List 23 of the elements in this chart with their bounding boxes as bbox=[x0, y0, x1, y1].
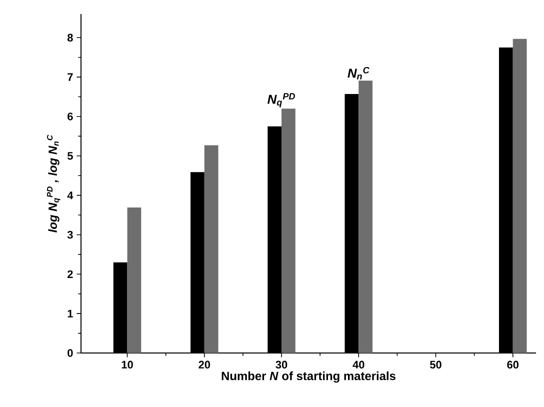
y-tick-label: 5 bbox=[67, 152, 73, 160]
bar bbox=[127, 208, 142, 353]
y-tick-label: 2 bbox=[68, 270, 73, 278]
x-tick-label: 50 bbox=[430, 360, 442, 369]
x-tick-label: 10 bbox=[122, 360, 133, 369]
bar bbox=[358, 80, 373, 353]
y-tick-label: 7 bbox=[68, 73, 73, 81]
bar bbox=[282, 108, 296, 353]
bar bbox=[204, 145, 218, 353]
y-tick-label: 4 bbox=[67, 192, 74, 200]
annotation: N$_{q}$PD bbox=[268, 93, 295, 108]
x-tick-label: 60 bbox=[507, 360, 519, 369]
x-tick-label: 30 bbox=[276, 360, 288, 369]
y-tick-label: 8 bbox=[67, 34, 73, 42]
annotation: N$_{n}$C bbox=[348, 66, 370, 80]
y-tick-label: 0 bbox=[68, 349, 73, 357]
x-axis-title: Number N of starting materials bbox=[222, 371, 396, 383]
y-tick-label: 6 bbox=[68, 112, 73, 120]
y-tick-label: 3 bbox=[67, 230, 73, 239]
y-tick-label: 1 bbox=[68, 310, 73, 318]
x-tick-label: 20 bbox=[198, 360, 210, 369]
bar bbox=[512, 38, 527, 353]
x-tick-label: 40 bbox=[352, 360, 364, 369]
